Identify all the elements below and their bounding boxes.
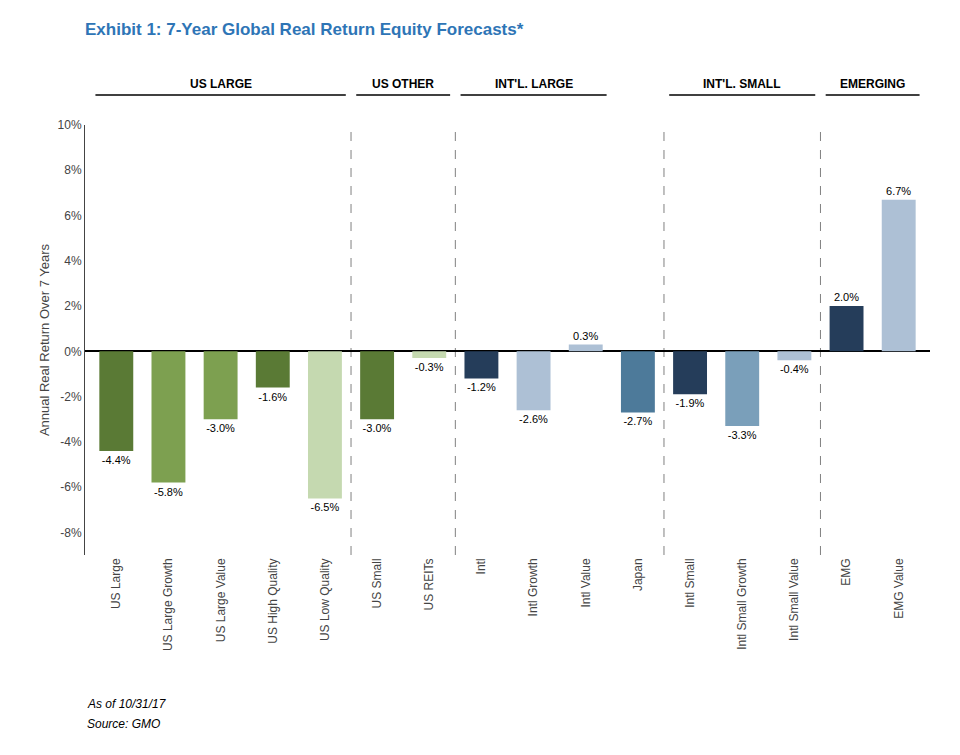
svg-text:-3.0%: -3.0% (206, 422, 235, 434)
svg-text:-2%: -2% (60, 390, 82, 404)
svg-text:Source: GMO: Source: GMO (87, 717, 160, 731)
svg-text:US Large: US Large (109, 558, 123, 609)
svg-text:-3.0%: -3.0% (363, 422, 392, 434)
svg-text:Intl Small Growth: Intl Small Growth (735, 558, 749, 649)
svg-text:As of 10/31/17: As of 10/31/17 (87, 697, 167, 711)
svg-text:INT'L. LARGE: INT'L. LARGE (495, 77, 573, 91)
svg-text:Annual Real Return Over 7 Year: Annual Real Return Over 7 Years (37, 243, 52, 436)
svg-text:6.7%: 6.7% (886, 185, 911, 197)
svg-text:Intl Small: Intl Small (683, 558, 697, 607)
svg-text:US REITs: US REITs (422, 558, 436, 610)
svg-text:US Large Growth: US Large Growth (161, 558, 175, 651)
svg-text:US High Quality: US High Quality (266, 558, 280, 643)
svg-text:-6.5%: -6.5% (310, 501, 339, 513)
svg-text:Intl: Intl (474, 558, 488, 574)
svg-text:-1.9%: -1.9% (676, 397, 705, 409)
svg-text:EMG Value: EMG Value (892, 558, 906, 619)
svg-text:8%: 8% (64, 163, 82, 177)
svg-text:4%: 4% (64, 254, 82, 268)
svg-text:-6%: -6% (60, 480, 82, 494)
svg-text:6%: 6% (64, 209, 82, 223)
svg-text:-2.7%: -2.7% (623, 415, 652, 427)
svg-text:10%: 10% (58, 118, 82, 132)
svg-text:INT'L. SMALL: INT'L. SMALL (703, 77, 781, 91)
svg-text:Exhibit 1: 7-Year Global Real: Exhibit 1: 7-Year Global Real Return Equ… (85, 20, 524, 39)
svg-text:Intl Small Value: Intl Small Value (787, 558, 801, 641)
svg-text:US OTHER: US OTHER (372, 77, 434, 91)
svg-text:0%: 0% (64, 345, 82, 359)
svg-text:US Low Quality: US Low Quality (318, 558, 332, 641)
svg-text:0.3%: 0.3% (573, 330, 598, 342)
svg-text:EMERGING: EMERGING (840, 77, 905, 91)
svg-text:-4%: -4% (60, 435, 82, 449)
svg-text:2%: 2% (64, 299, 82, 313)
svg-text:-3.3%: -3.3% (728, 429, 757, 441)
svg-text:-1.2%: -1.2% (467, 381, 496, 393)
svg-text:2.0%: 2.0% (834, 291, 859, 303)
svg-text:-0.4%: -0.4% (780, 363, 809, 375)
svg-text:EMG: EMG (839, 558, 853, 585)
svg-text:-2.6%: -2.6% (519, 413, 548, 425)
svg-text:-8%: -8% (60, 526, 82, 540)
svg-text:-4.4%: -4.4% (102, 454, 131, 466)
svg-text:US Small: US Small (370, 558, 384, 608)
svg-text:-1.6%: -1.6% (258, 391, 287, 403)
svg-text:US Large Value: US Large Value (214, 558, 228, 642)
svg-text:-0.3%: -0.3% (415, 361, 444, 373)
svg-text:Japan: Japan (631, 558, 645, 591)
svg-text:US LARGE: US LARGE (190, 77, 252, 91)
svg-text:-5.8%: -5.8% (154, 486, 183, 498)
svg-text:Intl Value: Intl Value (579, 558, 593, 607)
svg-text:Intl Growth: Intl Growth (526, 558, 540, 616)
